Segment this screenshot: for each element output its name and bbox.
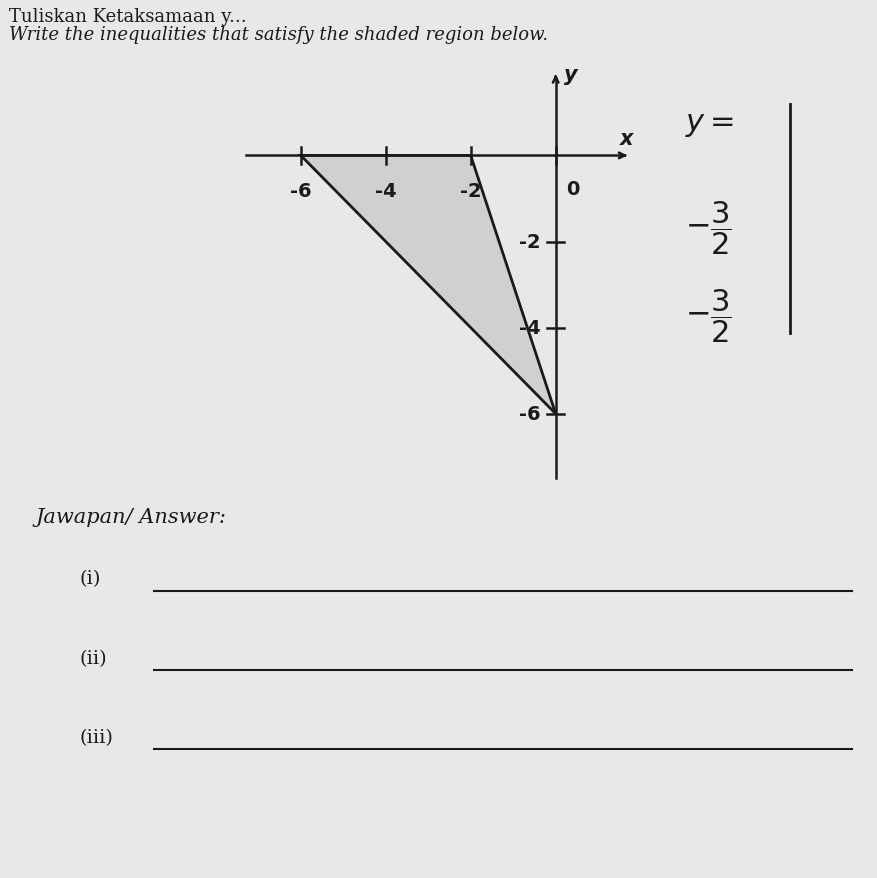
- Text: $y =$: $y =$: [684, 107, 733, 139]
- Polygon shape: [301, 156, 555, 414]
- Text: -4: -4: [374, 182, 396, 201]
- Text: -4: -4: [518, 319, 540, 338]
- Text: x: x: [620, 129, 633, 149]
- Text: $-\dfrac{3}{2}$: $-\dfrac{3}{2}$: [684, 287, 731, 345]
- Text: -6: -6: [518, 405, 540, 424]
- Text: y: y: [563, 66, 577, 85]
- Text: $-\dfrac{3}{2}$: $-\dfrac{3}{2}$: [684, 199, 731, 257]
- Text: -6: -6: [289, 182, 311, 201]
- Text: -2: -2: [518, 233, 540, 252]
- Text: (ii): (ii): [79, 649, 106, 667]
- Text: Write the inequalities that satisfy the shaded region below.: Write the inequalities that satisfy the …: [9, 25, 547, 44]
- Text: Tuliskan Ketaksamaan y...: Tuliskan Ketaksamaan y...: [9, 8, 246, 26]
- Text: -2: -2: [460, 182, 481, 201]
- Text: Jawapan/ Answer:: Jawapan/ Answer:: [35, 507, 225, 527]
- Text: 0: 0: [566, 180, 579, 199]
- Text: (iii): (iii): [79, 728, 113, 746]
- Text: (i): (i): [79, 570, 100, 588]
